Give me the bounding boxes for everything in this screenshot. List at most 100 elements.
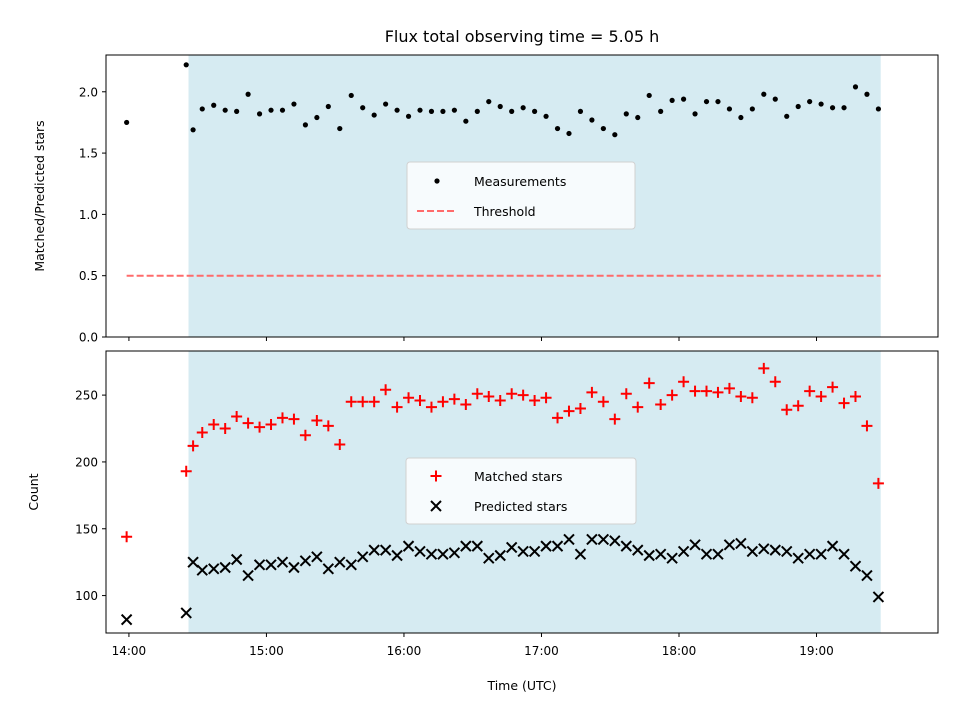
predicted-star-point [322, 563, 335, 575]
predicted-star-point [253, 559, 266, 571]
matched-star-point [231, 410, 243, 422]
matched-star-point [448, 393, 460, 405]
y-tick-label: 0.0 [79, 331, 98, 345]
matched-star-point [219, 423, 231, 435]
predicted-star-point [792, 552, 804, 564]
measurement-point [612, 132, 618, 138]
measurement-point [589, 117, 595, 123]
predicted-star-point [425, 548, 438, 560]
matched-star-point [471, 388, 483, 400]
matched-star-point [574, 402, 586, 414]
measurement-point [852, 84, 859, 90]
measurement-point [291, 101, 297, 107]
matched-star-point [666, 389, 678, 401]
measurement-point [692, 111, 698, 117]
matched-star-point [368, 396, 380, 408]
matched-star-point [403, 392, 415, 404]
matched-star-point [781, 404, 793, 416]
predicted-star-point [391, 549, 403, 562]
count-legend: Matched stars Predicted stars [405, 457, 637, 525]
measurement-point [520, 105, 526, 111]
measurements-legend-marker [434, 178, 440, 184]
matched-legend-glyph [430, 470, 442, 482]
matched-star-point [643, 377, 655, 389]
measurement-point [440, 108, 446, 114]
predicted-star-point [677, 545, 690, 558]
measurement-point [635, 114, 641, 121]
measurement-point [190, 127, 196, 133]
matched-star-point [196, 427, 208, 439]
measurement-point [348, 92, 354, 99]
predicted-star-point [265, 559, 277, 571]
matched-star-point [414, 394, 426, 406]
predicted-star-point [666, 552, 678, 564]
matched-star-point [861, 420, 873, 432]
matched-star-point [632, 401, 644, 413]
ratio-panel-frame [105, 54, 939, 338]
predicted-stars-points [120, 533, 885, 626]
y-tick-label: 100 [75, 589, 98, 603]
measurement-point [222, 107, 228, 113]
predicted-star-point [505, 541, 518, 554]
x-tick-label: 18:00 [662, 644, 697, 658]
matched-star-point [792, 400, 804, 412]
measurement-points [124, 62, 882, 138]
matched-star-point [540, 392, 552, 404]
matched-star-point [494, 394, 506, 406]
predicted-star-point [735, 537, 747, 550]
measurement-point [875, 106, 882, 112]
predicted-star-point [643, 549, 655, 562]
y-tick-label: 1.5 [79, 147, 98, 161]
x-tick-label: 17:00 [524, 644, 559, 658]
matched-star-point [815, 390, 827, 402]
y-tick-label: 250 [75, 389, 98, 403]
measurement-point [532, 108, 538, 114]
measurement-point [715, 98, 721, 105]
measurement-point [405, 113, 412, 119]
predicted-star-point [242, 569, 254, 582]
measurement-point [211, 102, 217, 108]
predicted-star-point [803, 548, 816, 560]
measurement-point [680, 96, 687, 102]
matched-star-point [483, 390, 495, 402]
matched-star-point [804, 385, 816, 397]
count-y-axis-label: Count [26, 473, 41, 510]
measurement-point [486, 98, 492, 105]
predicted-star-point [609, 535, 621, 547]
matched-star-point [208, 419, 220, 431]
matched-star-point [299, 429, 311, 441]
y-tick-label: 1.0 [79, 208, 98, 222]
predicted-star-point [276, 556, 289, 568]
matched-star-point [311, 414, 323, 426]
ratio-y-axis-label: Matched/Predicted stars [32, 120, 47, 271]
measurement-point [183, 62, 189, 68]
count-y-axis: 100 150 200 250 [75, 389, 106, 603]
matched-star-point [288, 413, 300, 425]
matched-star-point [437, 396, 449, 408]
threshold-legend-label: Threshold [473, 204, 536, 219]
predicted-legend-glyph [430, 500, 442, 512]
measurements-legend-label: Measurements [474, 174, 566, 189]
measurement-point [325, 103, 331, 110]
measurement-point [749, 106, 755, 112]
matched-star-point [586, 386, 598, 398]
matched-star-point [180, 465, 192, 477]
predicted-star-point [712, 548, 724, 560]
matched-star-point [597, 396, 609, 408]
matched-star-point [712, 386, 724, 398]
predicted-star-point [746, 545, 759, 558]
matched-star-point [689, 385, 701, 397]
predicted-stars-legend-label: Predicted stars [474, 499, 567, 514]
measurement-point [199, 106, 205, 112]
matched-star-point [121, 531, 133, 543]
predicted-star-point [586, 533, 598, 546]
matched-star-point [678, 376, 690, 388]
matched-star-point [701, 385, 713, 397]
matched-star-point [254, 421, 266, 433]
predicted-star-point [551, 540, 564, 552]
predicted-star-point [402, 540, 415, 552]
y-tick-label: 0.5 [79, 269, 98, 283]
x-tick-label: 14:00 [112, 644, 147, 658]
